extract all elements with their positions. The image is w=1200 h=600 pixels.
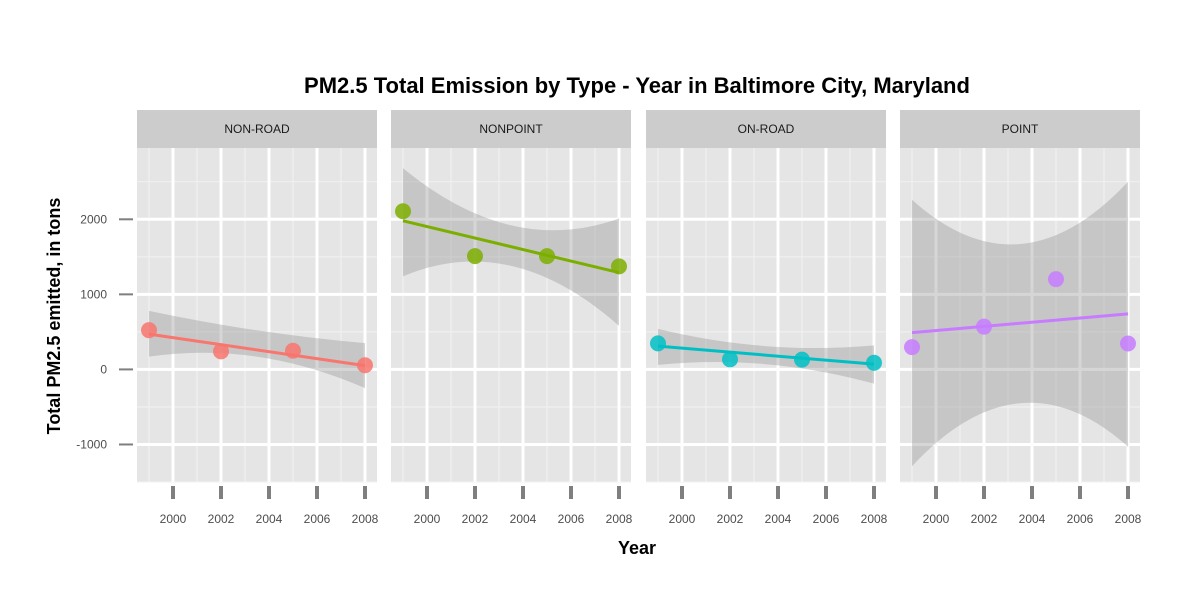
x-tick-label: 2000 — [414, 512, 441, 526]
facet-panels: NON-ROAD 2000 2002 2004 2006 2008 NONPOINT 2000… — [137, 110, 1142, 526]
y-tick-label: 1000 — [80, 287, 107, 301]
facet-strip-label: ON-ROAD — [738, 122, 795, 136]
facet-strip-label: POINT — [1002, 122, 1039, 136]
regression-line — [911, 312, 1129, 335]
facet-strip — [900, 110, 1140, 148]
x-tick-label: 2000 — [923, 512, 950, 526]
y-tick-label: 0 — [100, 362, 107, 376]
x-tick-label: 2002 — [208, 512, 235, 526]
y-axis-title: Total PM2.5 emitted, in tons — [44, 198, 64, 435]
x-axis-title: Year — [618, 538, 656, 558]
x-tick-label: 2004 — [765, 512, 792, 526]
facet-strip — [646, 110, 886, 148]
regression-line — [402, 219, 620, 275]
regression-line — [148, 332, 366, 368]
regression-line — [657, 344, 875, 366]
facet-strip — [137, 110, 377, 148]
data-point — [141, 322, 157, 339]
data-point — [285, 342, 301, 359]
data-point — [722, 351, 738, 368]
x-tick-label: 2004 — [510, 512, 537, 526]
x-tick-label: 2008 — [1115, 512, 1142, 526]
data-point — [213, 343, 229, 360]
data-point — [904, 339, 920, 356]
y-axis: -1000 0 1000 2000 — [76, 212, 133, 451]
facet-strip — [391, 110, 631, 148]
x-tick-label: 2004 — [1019, 512, 1046, 526]
x-tick-label: 2000 — [160, 512, 187, 526]
panel-background — [391, 148, 631, 482]
x-tick-label: 2002 — [462, 512, 489, 526]
data-point — [357, 357, 373, 374]
y-tick-label: 2000 — [80, 212, 107, 226]
x-tick-label: 2002 — [717, 512, 744, 526]
data-point — [467, 248, 483, 265]
x-tick-label: 2004 — [256, 512, 283, 526]
y-tick-label: -1000 — [76, 437, 107, 451]
x-tick-label: 2006 — [304, 512, 331, 526]
data-point — [1048, 271, 1064, 288]
panel-background — [137, 148, 377, 482]
data-point — [611, 258, 627, 275]
facet-strip-label: NONPOINT — [479, 122, 543, 136]
x-tick-label: 2002 — [971, 512, 998, 526]
chart-title: PM2.5 Total Emission by Type - Year in B… — [304, 73, 970, 98]
data-point — [539, 248, 555, 265]
data-point — [650, 335, 666, 352]
data-point — [395, 203, 411, 220]
x-tick-label: 2000 — [669, 512, 696, 526]
x-tick-label: 2006 — [558, 512, 585, 526]
data-point — [976, 318, 992, 335]
data-point — [866, 354, 882, 371]
x-tick-label: 2008 — [352, 512, 379, 526]
x-tick-label: 2006 — [813, 512, 840, 526]
x-tick-label: 2008 — [861, 512, 888, 526]
x-tick-label: 2008 — [606, 512, 633, 526]
facet-strip-label: NON-ROAD — [224, 122, 290, 136]
data-point — [1120, 335, 1136, 352]
data-point — [794, 351, 810, 368]
panel-background — [646, 148, 886, 482]
x-tick-label: 2006 — [1067, 512, 1094, 526]
